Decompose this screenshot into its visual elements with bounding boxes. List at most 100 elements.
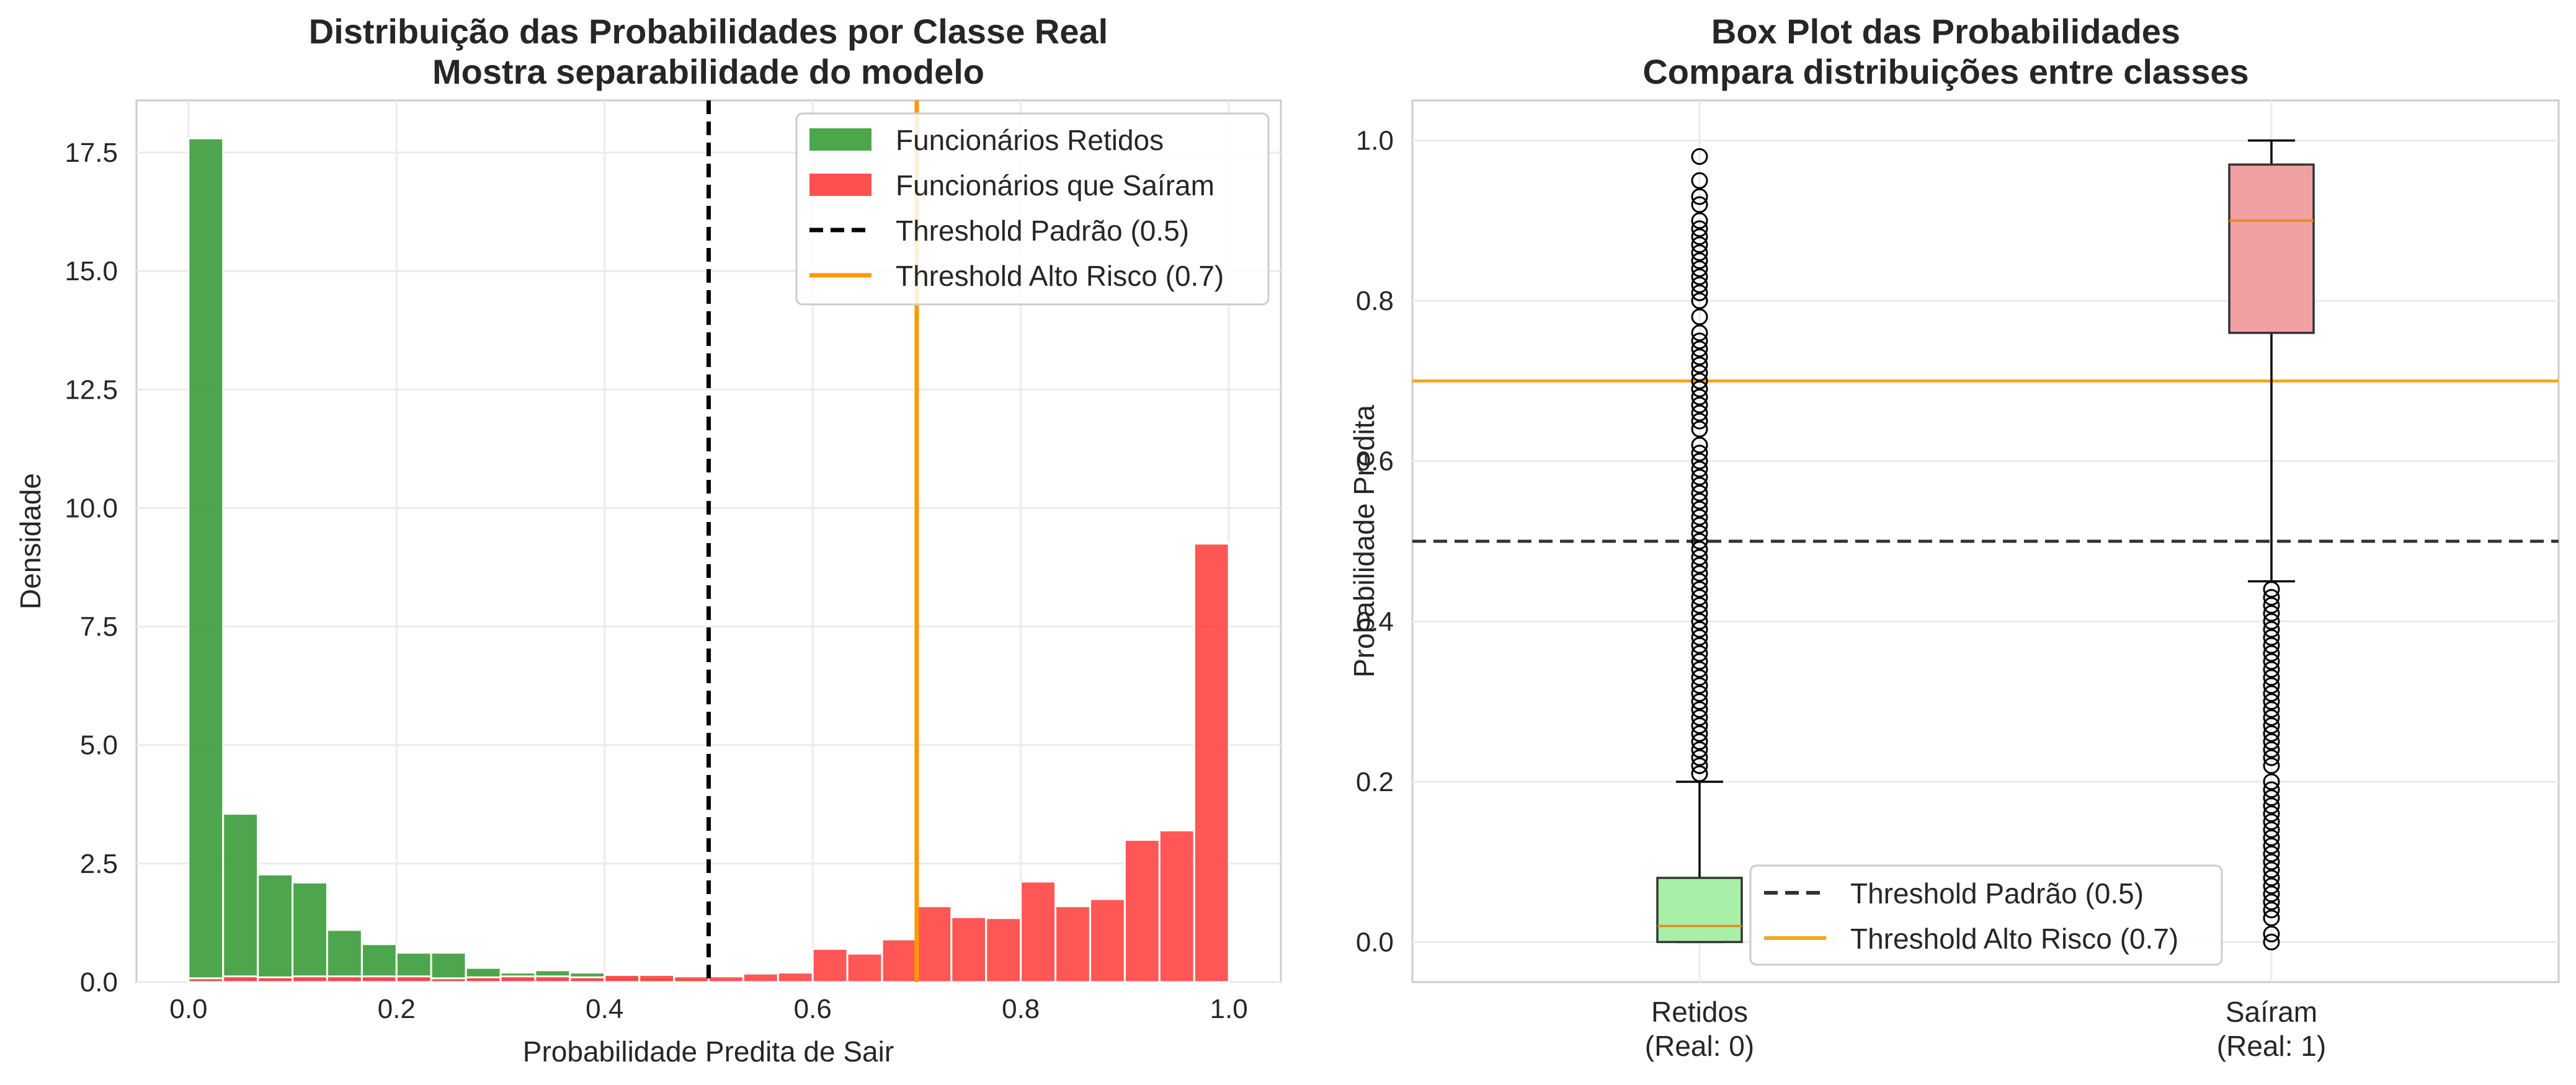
boxplot-legend-frame [1749,864,2223,966]
boxplot-outlier-sairam [2263,685,2280,702]
boxplot-outlier-retidos [1691,308,1708,326]
boxplot-outlier-retidos [1691,404,1708,422]
boxplot-outlier-retidos [1691,508,1708,526]
legend-label-threshold-alto-risco: Threshold Alto Risco (0.7) [1850,923,2178,955]
histogram-panel: Distribuição das Probabilidades por Clas… [14,12,1282,1068]
histogram-bar-sairam [257,976,294,983]
boxplot-outlier-retidos [1691,733,1708,750]
histogram-bar-sairam [777,972,814,983]
boxplot-outlier-retidos [1691,453,1708,470]
histogram-bar-sairam [430,977,467,983]
histogram-bar-sairam [499,975,537,983]
boxplot-category-retidos-line1: Retidos [1651,996,1748,1028]
histogram-bar-sairam [1020,880,1057,983]
boxplot-outlier-sairam [2263,653,2280,670]
histogram-bars [187,137,1230,983]
boxplot-outlier-retidos [1691,236,1708,254]
histogram-x-tick-label: 0.2 [378,994,416,1024]
boxplot-outlier-sairam [2263,837,2280,854]
histogram-y-tick-label: 5.0 [80,730,118,761]
boxplot-outlier-sairam [2263,893,2280,911]
boxplot-outlier-retidos [1691,212,1708,229]
boxplot-outlier-sairam [2263,757,2280,774]
boxplot-outlier-retidos [1691,581,1708,598]
boxplot-outlier-sairam [2263,869,2280,887]
histogram-bar-sairam [742,972,779,983]
histogram-bar-sairam [292,975,328,983]
boxplot-outlier-sairam [2263,821,2280,838]
histogram-bar-sairam [1123,839,1161,983]
boxplot-outlier-retidos [1691,500,1708,518]
boxplot-outlier-retidos [1691,477,1708,494]
histogram-bar-sairam [1193,542,1230,983]
legend-label-threshold-padrao: Threshold Padrão (0.5) [1850,877,2144,910]
boxplot-outlier-retidos [1691,661,1708,678]
boxplot-outlier-retidos [1691,645,1708,662]
boxplot-outlier-sairam [2263,813,2280,830]
boxplot-outlier-retidos [1691,252,1708,270]
boxplot-outlier-retidos [1691,613,1708,630]
histogram-y-tick-label: 10.0 [65,493,118,523]
boxplot-outlier-retidos [1691,573,1708,590]
legend-label-sairam: Funcionários que Saíram [896,169,1214,202]
boxplot-outlier-retidos [1691,709,1708,726]
boxplot-tick-labels: 0.0 0.2 0.4 0.6 0.8 1.0 [1356,126,1394,958]
histogram-bar-sairam [985,917,1022,983]
boxplot-y-tick-label: 1.0 [1356,126,1394,156]
histogram-bar-sairam [534,975,571,983]
histogram-x-tick-label: 0.8 [1002,994,1040,1024]
boxplot-outlier-retidos [1691,693,1708,711]
boxplot-outlier-sairam [2263,933,2280,950]
histogram-bar-retidos [326,929,363,983]
boxplot-outlier-sairam [2263,613,2280,630]
boxplot-box-retidos [1656,877,1743,944]
boxplot-outlier-sairam [2263,661,2280,678]
boxplot-outlier-retidos [1691,749,1708,766]
boxplot-outlier-sairam [2263,789,2280,807]
boxplot-outlier-retidos [1691,420,1708,438]
boxplot-outlier-sairam [2263,621,2280,638]
legend-swatch-retidos [809,128,871,151]
boxplot-outlier-retidos [1691,172,1708,189]
boxplot-panel: Box Plot das Probabilidades Compara dist… [1348,12,2560,1062]
boxplot-outlier-retidos [1691,292,1708,309]
boxplot-outlier-retidos [1691,372,1708,389]
boxplot-outlier-sairam [2263,701,2280,718]
boxplot-outlier-retidos [1691,469,1708,486]
boxplot-outlier-sairam [2263,797,2280,815]
boxplot-outlier-sairam [2263,717,2280,734]
boxplot-outlier-sairam [2263,725,2280,742]
histogram-legend: Funcionários Retidos Funcionários que Sa… [795,112,1270,306]
boxplot-outlier-sairam [2263,693,2280,711]
boxplot-outlier-retidos [1691,196,1708,213]
boxplot-outlier-retidos [1691,445,1708,462]
boxplot-y-tick-label: 0.0 [1356,927,1394,957]
histogram-subtitle: Mostra separabilidade do modelo [432,52,984,91]
boxplot-outlier-retidos [1691,276,1708,293]
boxplot-outlier-retidos [1691,765,1708,782]
boxplot-outlier-sairam [2263,925,2280,942]
boxplot-legend: Threshold Padrão (0.5) Threshold Alto Ri… [1749,864,2223,966]
histogram-bar-sairam [673,975,710,983]
legend-label-retidos: Funcionários Retidos [896,124,1164,156]
legend-label-threshold-alto-risco: Threshold Alto Risco (0.7) [896,260,1224,292]
histogram-bar-retidos [187,137,225,983]
boxplot-outlier-sairam [2263,669,2280,686]
boxplot-outlier-retidos [1691,596,1708,614]
boxplot-outlier-sairam [2263,910,2280,927]
histogram-y-tick-label: 17.5 [65,138,118,168]
boxplot-outlier-retidos [1691,757,1708,774]
histogram-x-tick-label: 0.4 [586,994,623,1024]
boxplot-outlier-retidos [1691,492,1708,510]
histogram-bar-retidos [222,813,259,983]
boxplot-outlier-retidos [1691,629,1708,646]
boxplot-outlier-retidos [1691,717,1708,734]
histogram-bar-retidos [430,952,467,983]
legend-label-threshold-padrao: Threshold Padrão (0.5) [896,215,1189,247]
histogram-bar-sairam [1089,898,1126,983]
boxplot-outlier-sairam [2263,581,2280,598]
histogram-legend-frame [795,112,1270,306]
histogram-bar-sairam [638,974,675,983]
histogram-bar-sairam [569,976,606,983]
